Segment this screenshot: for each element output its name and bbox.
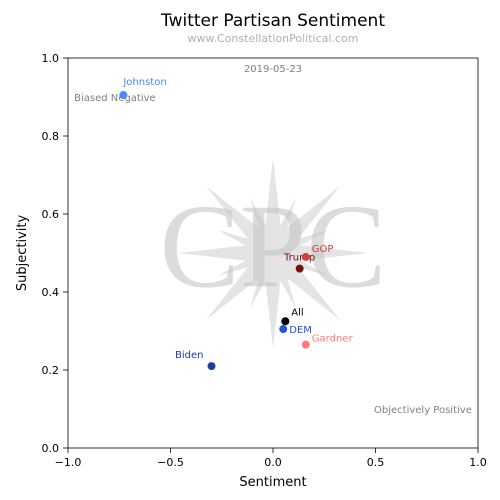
corner-label-bottom-right: Objectively Positive — [374, 405, 472, 416]
x-tick-label: 0.0 — [264, 456, 282, 469]
corner-label-top-left: Biased Negative — [74, 93, 156, 104]
x-tick-label: 0.5 — [367, 456, 385, 469]
data-point — [208, 362, 216, 370]
data-point — [281, 317, 289, 325]
chart-title: Twitter Partisan Sentiment — [160, 11, 385, 31]
data-point — [302, 341, 310, 349]
x-tick-label: −1.0 — [55, 456, 82, 469]
data-point — [296, 265, 304, 273]
chart-container: CPC −1.0 −0.5 0.0 0.5 1.0 0.0 0.2 0.4 0.6 0.8 1.0 Se… — [0, 0, 500, 500]
y-tick-label: 0.4 — [42, 286, 60, 299]
y-tick-label: 0.8 — [42, 130, 60, 143]
data-point-label: GOP — [312, 244, 334, 255]
y-axis-label: Subjectivity — [15, 215, 30, 292]
scatter-chart: CPC −1.0 −0.5 0.0 0.5 1.0 0.0 0.2 0.4 0.6 0.8 1.0 Se… — [0, 0, 500, 500]
data-point-label: DEM — [289, 325, 312, 336]
chart-date: 2019-05-23 — [244, 64, 302, 75]
x-tick-label: −0.5 — [157, 456, 184, 469]
data-point-label: Trump — [283, 253, 315, 264]
data-point-label: Biden — [175, 350, 203, 361]
data-point-label: Gardner — [312, 334, 354, 345]
data-point — [302, 253, 310, 261]
y-tick-label: 1.0 — [42, 52, 60, 65]
watermark-text: CPC — [160, 180, 387, 313]
x-tick-label: 1.0 — [469, 456, 487, 469]
data-point — [119, 91, 127, 99]
y-tick-label: 0.6 — [42, 208, 60, 221]
y-tick-label: 0.0 — [42, 442, 60, 455]
data-point-label: Johnston — [122, 77, 166, 88]
data-point — [279, 325, 287, 333]
y-tick-label: 0.2 — [42, 364, 60, 377]
chart-subtitle: www.ConstellationPolitical.com — [188, 32, 359, 45]
x-axis-label: Sentiment — [239, 475, 306, 490]
data-point-label: All — [291, 307, 303, 318]
